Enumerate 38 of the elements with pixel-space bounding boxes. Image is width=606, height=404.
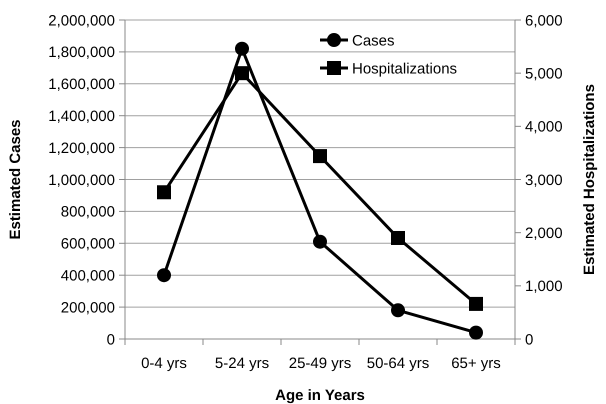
y-tick-label: 600,000 xyxy=(60,236,115,253)
y2-tick-label: 4,000 xyxy=(525,118,563,136)
point xyxy=(235,66,249,80)
point xyxy=(469,296,483,311)
y-tick-label: 1,600,000 xyxy=(48,76,115,94)
y2-tick-label: 0 xyxy=(525,331,534,348)
point xyxy=(313,234,327,249)
y2-tick-label: 6,000 xyxy=(525,12,563,30)
y-axis-title: Estimated Cases xyxy=(7,119,24,240)
point xyxy=(391,303,405,318)
point xyxy=(235,42,249,56)
y2-tick-label: 5,000 xyxy=(525,65,563,82)
x-tick-label: 25-49 yrs xyxy=(288,355,352,372)
y-tick-label: 200,000 xyxy=(60,299,115,316)
point xyxy=(391,230,405,245)
y2-tick-label: 2,000 xyxy=(525,224,563,242)
y-tick-label: 1,000,000 xyxy=(48,172,115,189)
x-tick-label: 5-24 yrs xyxy=(214,355,270,372)
point xyxy=(157,185,171,200)
y-tick-label: 0 xyxy=(106,331,115,348)
y2-axis-title: Estimated Hospitalizations xyxy=(581,84,598,275)
x-tick-label: 0-4 yrs xyxy=(141,355,187,372)
y-tick-label: 1,400,000 xyxy=(48,108,115,125)
point xyxy=(469,326,483,340)
legend-label: Hospitalizations xyxy=(352,60,458,78)
y-tick-label: 1,200,000 xyxy=(48,140,115,157)
y2-tick-label: 1,000 xyxy=(525,278,563,296)
x-axis-title: Age in Years xyxy=(275,387,365,404)
x-tick-label: 65+ yrs xyxy=(451,355,501,372)
y2-tick-label: 3,000 xyxy=(525,172,563,189)
point xyxy=(313,149,327,164)
y-tick-label: 400,000 xyxy=(60,267,115,284)
point xyxy=(157,268,171,282)
y-tick-label: 800,000 xyxy=(60,204,115,221)
legend-label: Cases xyxy=(352,32,395,50)
x-tick-label: 50-64 yrs xyxy=(366,355,430,372)
y-tick-label: 2,000,000 xyxy=(48,12,115,30)
y-tick-label: 1,800,000 xyxy=(48,44,115,62)
